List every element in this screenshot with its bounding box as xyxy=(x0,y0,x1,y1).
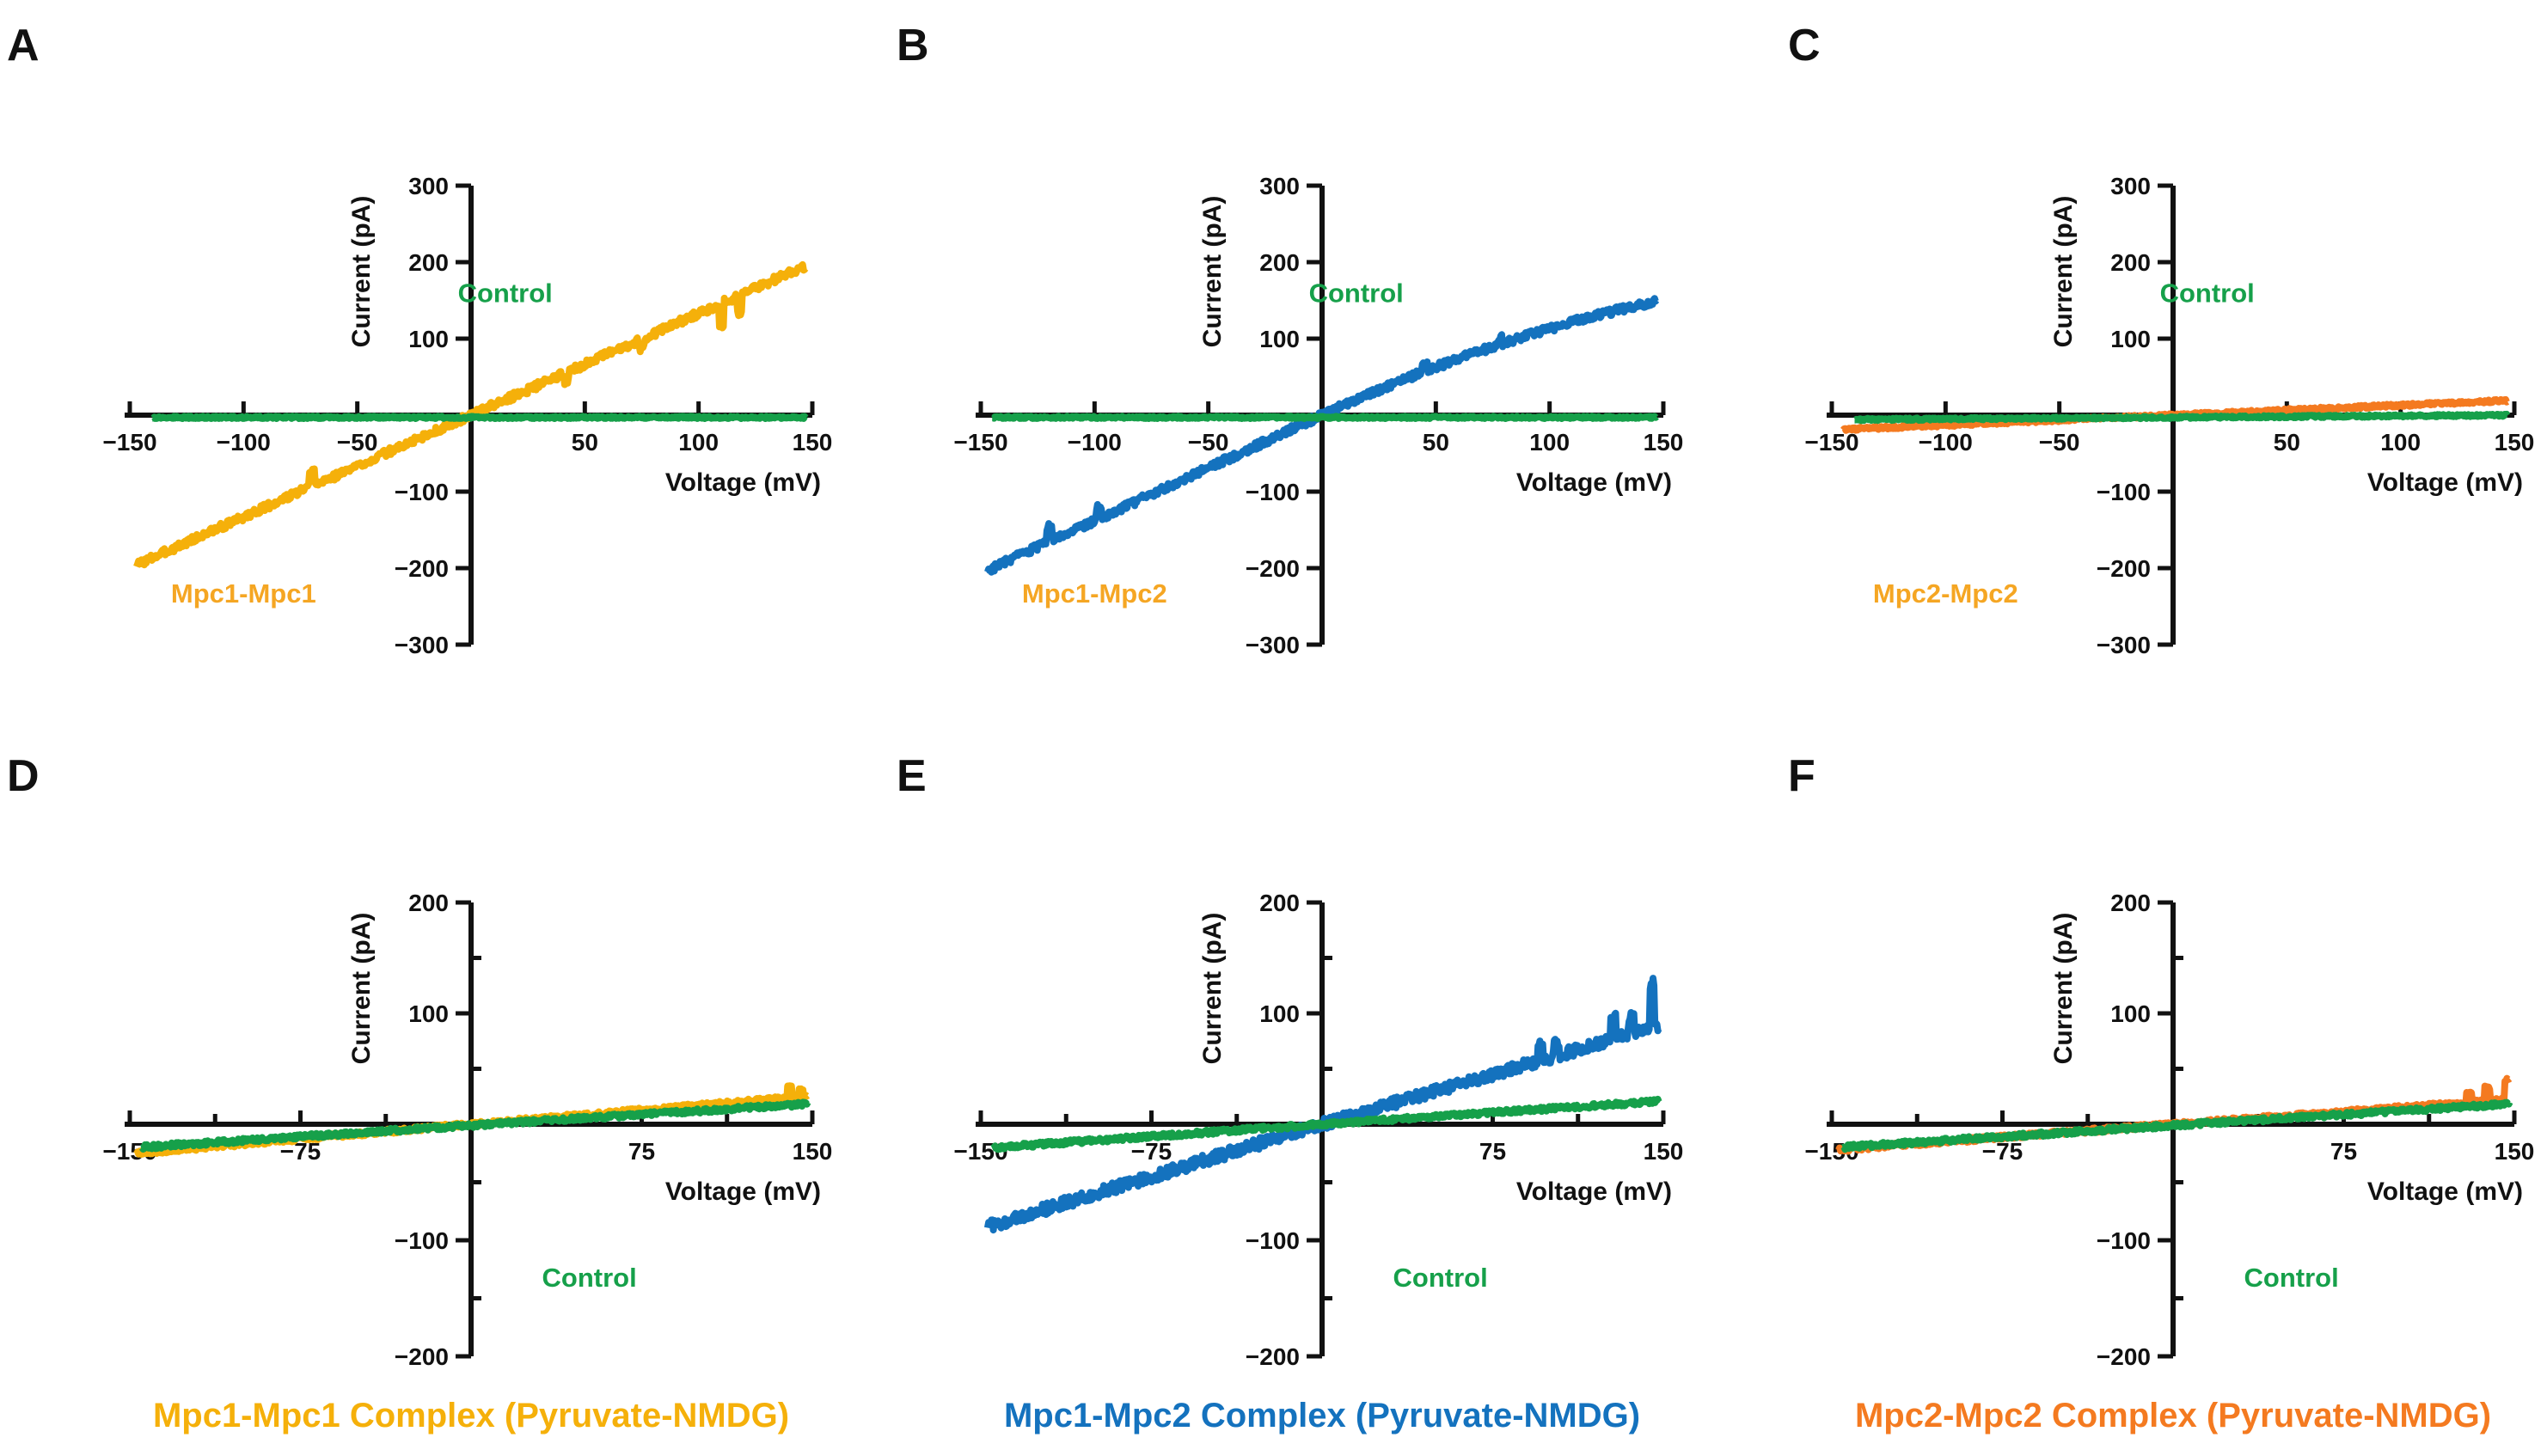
y-tick-label: −200 xyxy=(2097,1343,2151,1370)
x-axis-label: Voltage (mV) xyxy=(1516,468,1672,497)
x-tick-label: −150 xyxy=(953,429,1007,456)
x-tick-label: 150 xyxy=(1644,429,1684,456)
x-axis-label: Voltage (mV) xyxy=(1516,1178,1672,1206)
y-tick-label: −300 xyxy=(395,632,449,658)
y-tick-label: 100 xyxy=(1259,326,1300,352)
series-mpc1-mpc2 xyxy=(984,295,1660,576)
series-control xyxy=(989,1095,1662,1153)
panel-letter: D xyxy=(7,751,40,801)
y-tick-label: −200 xyxy=(2097,555,2151,582)
series-control xyxy=(1852,410,2511,425)
panel-caption: Mpc1-Mpc2 Complex (Pyruvate-NMDG) xyxy=(1004,1397,1640,1435)
y-tick-label: 100 xyxy=(2110,1000,2151,1027)
series-annotation: Control xyxy=(458,278,553,308)
panel-a: A −150 −100 −50 50 100 150 −300 −200 −100 100 200 30… xyxy=(7,21,832,658)
y-tick-label: 300 xyxy=(1259,173,1300,199)
y-tick-label: −100 xyxy=(2097,1227,2151,1254)
series-annotation: Control xyxy=(2160,278,2255,308)
y-tick-label: 200 xyxy=(408,890,449,916)
y-tick-label: −200 xyxy=(395,1343,449,1370)
series-annotation: Mpc1-Mpc1 xyxy=(171,578,316,609)
y-tick-label: −300 xyxy=(1246,632,1300,658)
x-tick-label: −50 xyxy=(2039,429,2080,456)
y-tick-label: −100 xyxy=(395,1227,449,1254)
panel-caption: Mpc2-Mpc2 Complex (Pyruvate-NMDG) xyxy=(1855,1397,2491,1435)
y-tick-label: 200 xyxy=(1259,890,1300,916)
panel-c: C −150 −100 −50 50 100 150 −300 −200 −100 100 200 30… xyxy=(1788,21,2534,658)
y-tick-label: −100 xyxy=(2097,479,2151,505)
y-axis-label: Current (pA) xyxy=(2049,196,2078,348)
y-axis-label: Current (pA) xyxy=(347,913,376,1065)
y-tick-label: −100 xyxy=(1246,1227,1300,1254)
series-control xyxy=(989,413,1659,422)
x-tick-label: 150 xyxy=(2495,1138,2535,1165)
y-tick-label: −200 xyxy=(1246,555,1300,582)
y-axis-label: Current (pA) xyxy=(347,196,376,348)
x-axis-label: Voltage (mV) xyxy=(2367,1178,2523,1206)
x-tick-label: 150 xyxy=(793,1138,833,1165)
x-tick-label: 150 xyxy=(793,429,833,456)
x-tick-label: 50 xyxy=(1423,429,1449,456)
y-tick-label: 100 xyxy=(408,326,449,352)
series-control xyxy=(1840,1098,2513,1153)
x-tick-label: 150 xyxy=(1644,1138,1684,1165)
panel-caption: Mpc1-Mpc1 Complex (Pyruvate-NMDG) xyxy=(153,1397,789,1435)
y-tick-label: 200 xyxy=(1259,249,1300,276)
y-axis-label: Current (pA) xyxy=(1198,196,1227,348)
y-tick-label: −100 xyxy=(1246,479,1300,505)
x-tick-label: −150 xyxy=(102,429,156,456)
x-axis-label: Voltage (mV) xyxy=(665,468,821,497)
x-tick-label: 150 xyxy=(2495,429,2535,456)
y-tick-label: 300 xyxy=(408,173,449,199)
y-tick-label: 200 xyxy=(2110,890,2151,916)
x-tick-label: 100 xyxy=(678,429,719,456)
x-tick-label: −100 xyxy=(217,429,271,456)
y-tick-label: 200 xyxy=(2110,249,2151,276)
series-annotation: Control xyxy=(2244,1263,2339,1293)
x-tick-label: 50 xyxy=(572,429,598,456)
x-tick-label: −150 xyxy=(1804,429,1858,456)
x-tick-label: 100 xyxy=(2380,429,2421,456)
panel-b: B −150 −100 −50 50 100 150 −300 −200 −100 100 200 30… xyxy=(897,21,1683,658)
x-tick-label: 100 xyxy=(1529,429,1570,456)
y-axis-label: Current (pA) xyxy=(2049,913,2078,1065)
y-tick-label: 100 xyxy=(1259,1000,1300,1027)
series-annotation: Control xyxy=(542,1263,637,1293)
y-tick-label: −200 xyxy=(1246,1343,1300,1370)
x-tick-label: −100 xyxy=(1068,429,1122,456)
x-tick-label: −50 xyxy=(337,429,378,456)
x-tick-label: 75 xyxy=(1479,1138,1506,1165)
series-control xyxy=(150,413,809,422)
series-annotation: Mpc2-Mpc2 xyxy=(1873,578,2018,609)
x-tick-label: −100 xyxy=(1919,429,1973,456)
x-tick-label: 75 xyxy=(628,1138,655,1165)
panel-letter: A xyxy=(7,21,40,70)
series-annotation: Control xyxy=(1393,1263,1488,1293)
y-tick-label: −300 xyxy=(2097,632,2151,658)
y-tick-label: 100 xyxy=(2110,326,2151,352)
y-tick-label: −200 xyxy=(395,555,449,582)
panel-letter: B xyxy=(897,21,929,70)
x-axis-label: Voltage (mV) xyxy=(2367,468,2523,497)
panel-letter: E xyxy=(897,751,927,801)
panel-letter: C xyxy=(1788,21,1821,70)
y-tick-label: 100 xyxy=(408,1000,449,1027)
x-tick-label: 75 xyxy=(2330,1138,2357,1165)
panel-letter: F xyxy=(1788,751,1815,801)
x-tick-label: 50 xyxy=(2274,429,2300,456)
series-annotation: Mpc1-Mpc2 xyxy=(1022,578,1167,609)
x-axis-label: Voltage (mV) xyxy=(665,1178,821,1206)
x-tick-label: −50 xyxy=(1188,429,1229,456)
y-tick-label: 300 xyxy=(2110,173,2151,199)
y-tick-label: 200 xyxy=(408,249,449,276)
series-annotation: Control xyxy=(1309,278,1404,308)
series-control xyxy=(138,1098,811,1153)
y-axis-label: Current (pA) xyxy=(1198,913,1227,1065)
y-tick-label: −100 xyxy=(395,479,449,505)
